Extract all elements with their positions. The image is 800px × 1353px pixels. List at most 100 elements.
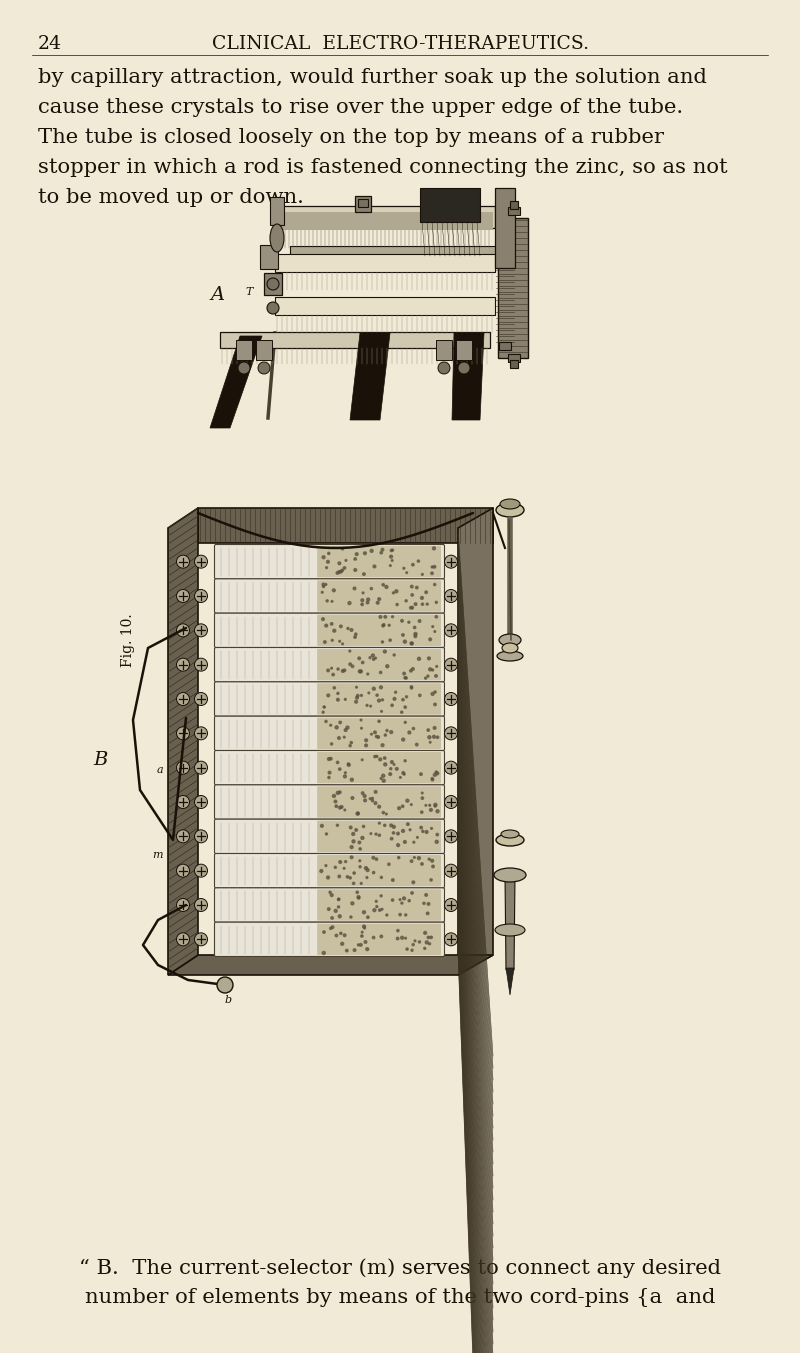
FancyBboxPatch shape bbox=[214, 648, 445, 682]
Point bbox=[376, 689, 389, 710]
Point bbox=[422, 902, 434, 924]
Point bbox=[356, 921, 369, 943]
Point bbox=[384, 629, 397, 651]
FancyBboxPatch shape bbox=[317, 821, 441, 852]
Point bbox=[336, 559, 349, 580]
Point bbox=[407, 831, 420, 852]
Point bbox=[372, 727, 385, 748]
Point bbox=[426, 683, 439, 705]
Point bbox=[320, 614, 333, 636]
Point bbox=[412, 551, 425, 572]
Point bbox=[320, 710, 333, 732]
FancyBboxPatch shape bbox=[317, 717, 441, 750]
Point bbox=[322, 543, 335, 564]
Point bbox=[404, 597, 417, 618]
Point bbox=[370, 890, 382, 912]
Point bbox=[386, 751, 398, 773]
Ellipse shape bbox=[501, 829, 519, 838]
Point bbox=[406, 658, 419, 679]
Point bbox=[373, 690, 386, 712]
Circle shape bbox=[238, 363, 250, 373]
Point bbox=[323, 762, 336, 783]
FancyBboxPatch shape bbox=[317, 924, 441, 955]
Point bbox=[430, 656, 443, 678]
Circle shape bbox=[177, 932, 190, 946]
Point bbox=[429, 794, 442, 816]
Point bbox=[410, 576, 423, 598]
Point bbox=[333, 866, 346, 888]
Point bbox=[328, 620, 341, 641]
Ellipse shape bbox=[494, 869, 526, 882]
Point bbox=[339, 762, 352, 783]
Text: by capillary attraction, would further soak up the solution and: by capillary attraction, would further s… bbox=[38, 68, 707, 87]
Point bbox=[318, 697, 331, 718]
Point bbox=[346, 655, 359, 676]
Point bbox=[423, 934, 436, 955]
Bar bbox=[256, 340, 272, 360]
Point bbox=[333, 889, 346, 911]
Point bbox=[378, 770, 390, 792]
Point bbox=[420, 582, 433, 603]
Point bbox=[406, 882, 418, 904]
Point bbox=[356, 590, 369, 612]
Point bbox=[326, 664, 339, 686]
Point bbox=[358, 901, 370, 923]
Point bbox=[426, 556, 438, 578]
Polygon shape bbox=[168, 955, 493, 976]
Point bbox=[318, 632, 331, 653]
Point bbox=[417, 820, 430, 842]
Point bbox=[367, 648, 380, 670]
Point bbox=[400, 561, 413, 583]
Point bbox=[378, 641, 391, 663]
Point bbox=[386, 606, 399, 628]
Text: The tube is closed loosely on the top by means of a rubber: The tube is closed loosely on the top by… bbox=[38, 129, 664, 147]
FancyBboxPatch shape bbox=[317, 580, 441, 612]
Point bbox=[424, 629, 437, 651]
Point bbox=[385, 815, 398, 836]
Bar bbox=[499, 342, 511, 350]
Point bbox=[341, 866, 354, 888]
Point bbox=[331, 682, 344, 704]
Point bbox=[333, 727, 346, 748]
Point bbox=[350, 819, 362, 840]
Point bbox=[381, 720, 394, 741]
Circle shape bbox=[177, 762, 190, 774]
Circle shape bbox=[177, 898, 190, 912]
Text: stopper in which a rod is fastened connecting the zinc, so as not: stopper in which a rod is fastened conne… bbox=[38, 158, 728, 177]
Point bbox=[392, 835, 405, 856]
Point bbox=[347, 831, 360, 852]
Point bbox=[334, 905, 346, 927]
Point bbox=[406, 553, 419, 575]
Point bbox=[325, 748, 338, 770]
Circle shape bbox=[194, 555, 207, 568]
Text: to be moved up or down.: to be moved up or down. bbox=[38, 188, 304, 207]
Point bbox=[339, 689, 352, 710]
Point bbox=[346, 893, 358, 915]
Point bbox=[366, 787, 379, 809]
Point bbox=[387, 582, 400, 603]
Polygon shape bbox=[210, 336, 262, 428]
Point bbox=[330, 796, 342, 817]
Point bbox=[390, 594, 403, 616]
Text: a: a bbox=[156, 764, 163, 775]
Point bbox=[361, 939, 374, 961]
Point bbox=[373, 796, 386, 817]
Point bbox=[395, 701, 408, 723]
Circle shape bbox=[194, 693, 207, 705]
Point bbox=[426, 616, 439, 637]
Point bbox=[385, 721, 398, 743]
Point bbox=[426, 659, 439, 681]
Circle shape bbox=[177, 624, 190, 637]
Point bbox=[356, 594, 369, 616]
Point bbox=[358, 916, 370, 938]
Point bbox=[406, 576, 418, 598]
Bar bbox=[358, 199, 368, 207]
Point bbox=[345, 732, 358, 754]
Point bbox=[405, 676, 418, 698]
Bar bbox=[420, 188, 480, 222]
Point bbox=[415, 801, 428, 823]
Point bbox=[406, 597, 418, 618]
Point bbox=[390, 758, 403, 779]
Point bbox=[318, 921, 330, 943]
Point bbox=[426, 769, 439, 790]
